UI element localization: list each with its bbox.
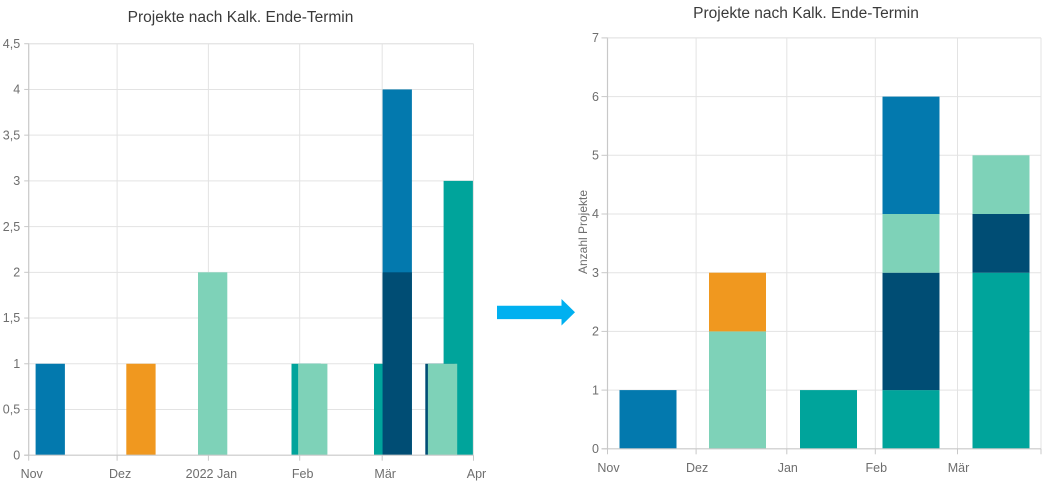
stack-segment-blue-nov[interactable] [619,390,677,449]
y-tick-label: 1,5 [3,311,20,325]
stack-segment-teal-mär[interactable] [972,272,1030,449]
y-tick-label: 3,5 [3,128,20,142]
left-chart: Projekte nach Kalk. Ende-Termin 0 0,5 1 1,5… [0,0,486,488]
x-tick-label: Jan [778,461,798,475]
left-chart-title: Projekte nach Kalk. Ende-Termin [127,9,354,26]
y-tick-label: 3 [13,174,20,188]
y-tick-label: 5 [592,149,599,163]
x-tick-label: 2022 Jan [186,467,237,481]
bar-orange-dez[interactable] [126,363,156,456]
stack-segment-teal-feb[interactable] [882,390,940,449]
bar-blue-nov[interactable] [35,363,65,456]
stack-segment-mint-feb[interactable] [882,214,940,273]
y-tick-label: 2 [13,266,20,280]
right-chart-title: Projekte nach Kalk. Ende-Termin [693,5,919,22]
x-tick-label: Nov [597,461,620,475]
stack-segment-blue-feb[interactable] [882,96,940,214]
x-tick-label: Dez [109,467,131,481]
y-tick-label: 7 [592,31,599,45]
y-tick-label: 0 [592,442,599,456]
stack-segment-orange-dez[interactable] [709,272,766,332]
y-tick-label: 1 [13,357,20,371]
x-tick-label: Mär [374,467,396,481]
x-tick-label: Apr [467,467,486,481]
y-tick-label: 0 [13,448,20,462]
y-tick-label: 0,5 [3,403,20,417]
x-tick-label: Nov [21,467,44,481]
stack-segment-navy-mär[interactable] [972,214,1030,273]
stack-segment-teal-jan[interactable] [800,390,857,449]
y-tick-label: 1 [592,383,599,397]
x-tick-label: Feb [866,461,888,475]
right-chart: Projekte nach Kalk. Ende-Termin Anzahl P… [557,0,1055,488]
left-chart-plot[interactable]: 0 0,5 1 1,5 2 2,5 3 3,5 4 4,5 Nov Dez 2022 Jan Feb Mär… [0,0,500,488]
y-tick-label: 4 [592,207,599,221]
x-tick-label: Dez [686,461,708,475]
transform-arrow [497,299,575,326]
y-tick-label: 4,5 [3,37,20,51]
y-tick-label: 2 [592,325,599,339]
right-arrow-icon [497,299,575,326]
bar-mint-apr[interactable] [427,363,458,456]
stack-segment-mint-mär[interactable] [972,155,1030,214]
bar-mint-2022 jan[interactable] [198,272,228,456]
y-tick-label: 4 [13,83,20,97]
bar-navy-mär[interactable] [382,272,412,456]
y-tick-label: 6 [592,90,599,104]
stack-segment-navy-feb[interactable] [882,272,940,391]
y-tick-label: 3 [592,266,599,280]
x-tick-label: Feb [292,467,314,481]
bar-mint-feb[interactable] [298,363,328,456]
y-tick-label: 2,5 [3,220,20,234]
stack-segment-mint-dez[interactable] [709,331,766,449]
right-chart-plot[interactable]: 0 1 2 3 4 5 6 7 Nov Dez Jan Feb Mär [557,0,1055,488]
x-tick-label: Mär [948,461,970,475]
